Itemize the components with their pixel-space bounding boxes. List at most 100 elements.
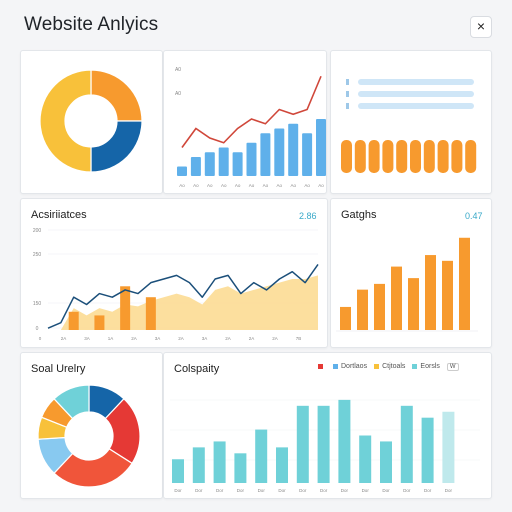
traffic-bar-4 <box>232 152 243 176</box>
traffic-bar-1 <box>190 157 201 176</box>
acq-x-label-11: 7B <box>296 336 302 341</box>
traffic-bar-0 <box>177 166 187 176</box>
acq-y-tick-0: 200 <box>33 228 42 234</box>
acq-x-label-6: 2A <box>178 336 184 341</box>
traffic-bar-7 <box>274 128 285 176</box>
gadget-bar-4 <box>408 278 419 330</box>
acq-x-label-1: 2A <box>61 336 67 341</box>
traffic-x-label-8: Ao <box>290 183 296 188</box>
list-marker-0 <box>346 79 349 85</box>
capacity-legend: Dortlaos Ctjtoals Eorsls W <box>318 363 459 371</box>
traffic-card <box>163 50 327 194</box>
pill-bar-9 <box>465 140 477 173</box>
traffic-x-label-1: Ao <box>193 183 199 188</box>
traffic-x-label-7: Ao <box>277 183 283 188</box>
capacity-bar-5 <box>276 447 288 483</box>
capacity-x-label-6: Dor <box>299 488 307 493</box>
donut-1-slice-2 <box>39 69 92 173</box>
traffic-bar-10 <box>316 119 326 176</box>
traffic-y-tick-1: A0 <box>175 91 181 97</box>
capacity-x-label-11: Dor <box>403 488 411 493</box>
capacity-title: Colspaity <box>174 363 220 375</box>
close-button[interactable]: × <box>470 16 492 38</box>
capacity-x-label-4: Dor <box>258 488 266 493</box>
list-marker-1 <box>346 91 349 97</box>
gadget-bar-5 <box>425 255 436 330</box>
donut-2-slice-2 <box>53 448 133 488</box>
capacity-bar-10 <box>380 441 392 483</box>
acq-x-label-2: 3A <box>84 336 90 341</box>
capacity-bar-1 <box>192 447 205 483</box>
acq-x-label-7: 3A <box>202 336 208 341</box>
capacity-x-label-0: Dor <box>174 488 182 493</box>
capacity-x-label-9: Dor <box>362 488 370 493</box>
gadget-bar-0 <box>340 306 351 330</box>
capacity-x-label-7: Dor <box>320 488 328 493</box>
traffic-x-label-6: Ao <box>263 183 269 188</box>
capacity-bar-13 <box>442 411 455 483</box>
pill-bar-2 <box>368 140 380 173</box>
capacity-x-label-2: Dor <box>216 488 224 493</box>
capacity-bar-8 <box>338 399 351 483</box>
capacity-bar-11 <box>400 405 413 483</box>
legend-item-3: Eorsls <box>412 363 440 371</box>
gadgets-title: Gatghs <box>341 209 377 221</box>
gadget-bar-3 <box>391 266 402 330</box>
traffic-x-label-5: Ao <box>249 183 255 188</box>
acq-bar-1 <box>94 315 105 330</box>
capacity-bar-2 <box>213 441 226 483</box>
acq-x-label-4: 2A <box>131 336 137 341</box>
capacity-x-label-13: Dor <box>445 488 453 493</box>
capacity-bar-3 <box>234 453 247 483</box>
traffic-bar-6 <box>260 133 271 176</box>
capacity-x-label-8: Dor <box>341 488 349 493</box>
acq-bar-2 <box>120 286 131 330</box>
legend-item-1: Dortlaos <box>333 363 367 371</box>
acq-x-label-5: 3A <box>155 336 161 341</box>
acq-y-tick-1: 250 <box>33 252 42 258</box>
traffic-y-tick-0: A0 <box>175 67 181 73</box>
acq-y-tick-2: 150 <box>33 301 42 307</box>
acq-x-label-10: 2A <box>272 336 278 341</box>
list-row-0 <box>358 79 474 85</box>
acq-y-tick-3: 0 <box>36 326 39 332</box>
traffic-bar-3 <box>218 147 229 176</box>
donut-1-slice-0 <box>90 69 143 122</box>
pill-bar-5 <box>410 140 421 173</box>
traffic-bar-2 <box>204 152 215 176</box>
gadgets-value: 0.47 <box>465 211 483 221</box>
acq-x-label-0: 0 <box>39 336 42 341</box>
legend-more-button[interactable]: W <box>446 363 459 371</box>
acq-x-label-3: 1A <box>108 336 114 341</box>
traffic-bar-9 <box>302 133 313 176</box>
traffic-x-label-10: Ao <box>318 183 324 188</box>
gadget-bar-7 <box>459 237 470 330</box>
capacity-bar-7 <box>317 405 330 483</box>
donut-2-slice-6 <box>53 384 90 420</box>
gadget-bar-1 <box>357 289 368 330</box>
traffic-bar-8 <box>288 123 299 176</box>
capacity-bar-12 <box>421 417 434 483</box>
traffic-line <box>181 75 322 148</box>
traffic-x-label-4: Ao <box>235 183 241 188</box>
capacity-x-label-1: Dor <box>195 488 203 493</box>
pill-bar-3 <box>382 140 394 173</box>
pill-bar-0 <box>341 140 352 173</box>
close-icon[interactable]: × <box>476 18 486 34</box>
acq-line <box>47 263 319 329</box>
acquisition-value: 2.86 <box>299 211 317 221</box>
capacity-bar-6 <box>296 405 309 483</box>
traffic-x-label-0: Ao <box>179 183 185 188</box>
acq-bar-0 <box>68 311 79 330</box>
acq-area <box>48 275 318 330</box>
capacity-x-label-5: Dor <box>278 488 286 493</box>
pill-bar-1 <box>354 140 366 173</box>
capacity-x-label-10: Dor <box>382 488 390 493</box>
capacity-x-label-12: Dor <box>424 488 432 493</box>
traffic-x-label-3: Ao <box>221 183 227 188</box>
pill-bar-4 <box>396 140 408 173</box>
traffic-x-label-2: Ao <box>207 183 213 188</box>
pill-bar-8 <box>451 140 463 173</box>
acq-x-label-8: 2A <box>225 336 231 341</box>
